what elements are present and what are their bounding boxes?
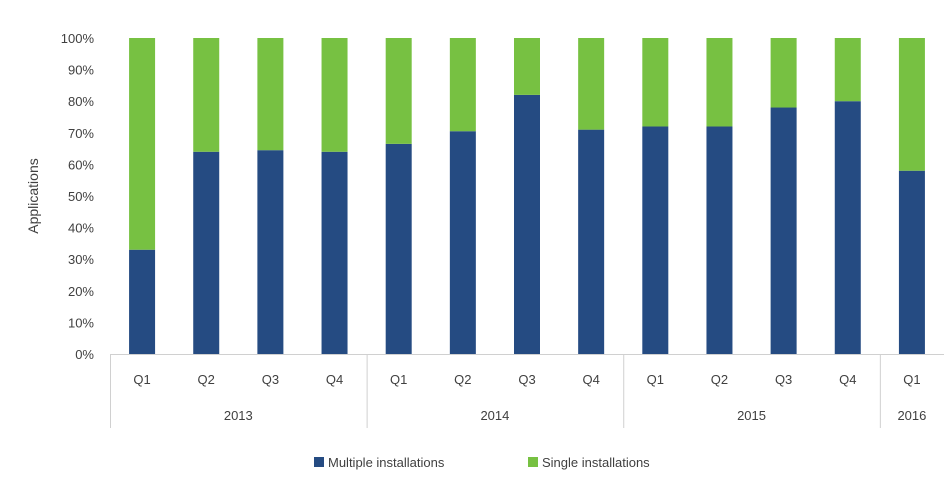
- y-tick-label: 80%: [68, 94, 94, 109]
- x-group-label: 2014: [480, 408, 509, 423]
- legend-swatch: [314, 457, 324, 467]
- bar-single-installations: [642, 38, 669, 127]
- bar-single-installations: [578, 38, 605, 130]
- x-tick-label: Q2: [454, 372, 471, 387]
- x-group-label: 2016: [897, 408, 926, 423]
- x-tick-label: Q1: [647, 372, 664, 387]
- x-tick-label: Q3: [775, 372, 792, 387]
- x-tick-label: Q4: [839, 372, 856, 387]
- y-tick-label: 10%: [68, 315, 94, 330]
- y-tick-label: 60%: [68, 157, 94, 172]
- bar-single-installations: [834, 38, 861, 102]
- bar-multiple-installations: [129, 249, 156, 354]
- x-tick-label: Q1: [133, 372, 150, 387]
- y-tick-label: 90%: [68, 63, 94, 78]
- y-tick-label: 0%: [75, 347, 94, 362]
- y-tick-label: 70%: [68, 126, 94, 141]
- legend-item-multiple-installations: Multiple installations: [314, 455, 445, 470]
- bar-multiple-installations: [642, 126, 669, 354]
- x-axis: Q1 Q2 Q3 Q4 Q1 Q2 Q3 Q4 Q1 Q2 Q3 Q4 Q1 2013 2014 2015 20…: [110, 354, 944, 428]
- bar-multiple-installations: [706, 126, 733, 354]
- x-tick-label: Q1: [390, 372, 407, 387]
- legend-swatch: [528, 457, 538, 467]
- bar-single-installations: [770, 38, 797, 108]
- bar-multiple-installations: [321, 151, 348, 354]
- x-tick-label: Q2: [198, 372, 215, 387]
- bar-single-installations: [706, 38, 733, 127]
- x-group-label: 2015: [737, 408, 766, 423]
- bar-multiple-installations: [578, 129, 605, 354]
- bar-multiple-installations: [834, 101, 861, 354]
- y-tick-label: 20%: [68, 284, 94, 299]
- bar-single-installations: [385, 38, 412, 144]
- y-tick-label: 100%: [61, 31, 95, 46]
- x-tick-label: Q4: [326, 372, 343, 387]
- bar-single-installations: [129, 38, 156, 250]
- bar-multiple-installations: [514, 94, 540, 354]
- legend-label: Multiple installations: [328, 455, 445, 470]
- x-tick-label: Q4: [582, 372, 599, 387]
- x-tick-label: Q2: [711, 372, 728, 387]
- y-tick-label: 40%: [68, 221, 94, 236]
- bar-multiple-installations: [449, 131, 476, 354]
- x-tick-label: Q3: [518, 372, 535, 387]
- x-group-label: 2013: [224, 408, 253, 423]
- bar-single-installations: [193, 38, 220, 152]
- bars: [129, 38, 925, 355]
- legend-label: Single installations: [542, 455, 650, 470]
- bar-single-installations: [449, 38, 476, 132]
- x-tick-label: Q1: [903, 372, 920, 387]
- y-tick-label: 30%: [68, 252, 94, 267]
- y-axis-ticks: 0% 10% 20% 30% 40% 50% 60% 70% 80% 90% 100%: [61, 31, 95, 362]
- bar-single-installations: [514, 38, 540, 95]
- bar-single-installations: [257, 38, 284, 151]
- bar-multiple-installations: [385, 143, 412, 354]
- x-tick-label: Q3: [262, 372, 279, 387]
- bar-multiple-installations: [193, 151, 220, 354]
- bar-multiple-installations: [257, 150, 284, 354]
- bar-single-installations: [898, 38, 925, 171]
- bar-multiple-installations: [770, 107, 797, 355]
- legend: Multiple installations Single installatio…: [314, 455, 650, 470]
- y-axis-title: Applications: [25, 158, 41, 234]
- bar-single-installations: [321, 38, 348, 152]
- bar-multiple-installations: [898, 170, 925, 354]
- legend-item-single-installations: Single installations: [528, 455, 650, 470]
- y-tick-label: 50%: [68, 189, 94, 204]
